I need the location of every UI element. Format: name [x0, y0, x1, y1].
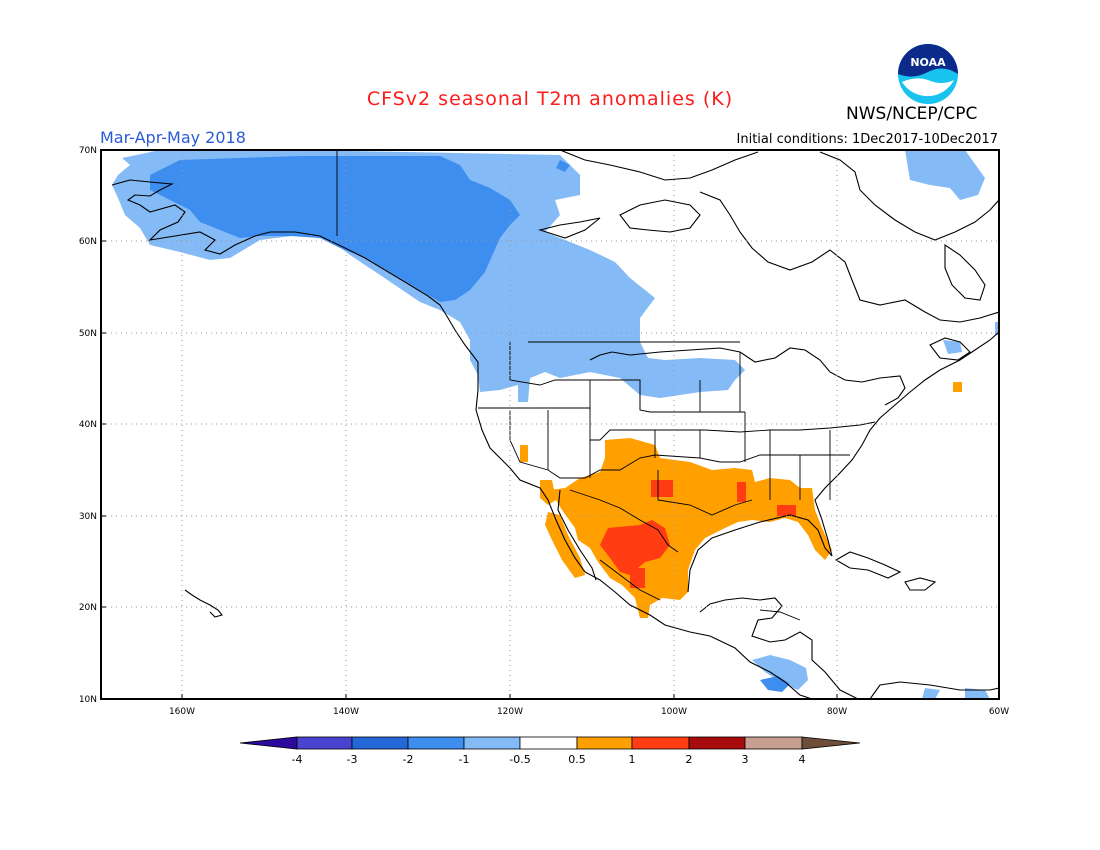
colorbar-box	[296, 736, 353, 750]
colorbar-arrow-left	[239, 736, 298, 750]
lat-label: 10N	[79, 695, 97, 705]
colorbar-tick-label: 2	[686, 753, 693, 766]
colorbar-tick-label: 1	[629, 753, 636, 766]
colorbar-tick-label: -4	[292, 753, 303, 766]
colorbar-tick-label: -1	[459, 753, 470, 766]
lon-label: 160W	[169, 707, 195, 717]
axis-ticks	[101, 149, 1000, 700]
lon-label: 60W	[989, 707, 1009, 717]
noaa-logo: NOAA	[898, 44, 958, 104]
lon-labels: 160W 140W 120W 100W 80W 60W	[169, 707, 1009, 717]
colorbar-box	[576, 736, 633, 750]
lon-label: 140W	[333, 707, 359, 717]
forecast-period: Mar-Apr-May 2018	[100, 128, 246, 147]
lon-label: 80W	[827, 707, 847, 717]
coastlines	[111, 150, 999, 699]
colorbar-tick-label: 4	[799, 753, 806, 766]
colorbar-tick-label: -0.5	[509, 753, 530, 766]
initial-conditions: Initial conditions: 1Dec2017-10Dec2017	[736, 132, 998, 147]
colorbar-tick-label: 3	[742, 753, 749, 766]
lon-label: 120W	[497, 707, 523, 717]
lat-labels: 70N 60N 50N 40N 30N 20N 10N	[79, 146, 97, 705]
colorbar-box	[351, 736, 409, 750]
colorbar-box	[407, 736, 465, 750]
colorbar-tick-label: 0.5	[568, 753, 586, 766]
chart-title: CFSv2 seasonal T2m anomalies (K)	[366, 88, 734, 110]
map-body	[101, 150, 999, 699]
cold-region-medium	[150, 156, 790, 692]
colorbar-tick-label: -3	[347, 753, 358, 766]
colorbar-box	[519, 736, 578, 750]
lat-label: 20N	[79, 603, 97, 613]
colorbar-box	[631, 736, 690, 750]
warm-region-red	[600, 480, 796, 588]
state-borders	[336, 150, 876, 621]
lat-label: 70N	[79, 146, 97, 156]
colorbar-box	[463, 736, 521, 750]
lat-label: 60N	[79, 237, 97, 247]
colorbar-box	[744, 736, 803, 750]
lon-label: 100W	[661, 707, 687, 717]
colorbar-labels: -4 -3 -2 -1 -0.5 0.5 1 2 3 4	[292, 753, 806, 766]
agency-label: NWS/NCEP/CPC	[846, 104, 978, 124]
colorbar-boxes	[239, 736, 861, 750]
colorbar-arrow-right	[801, 736, 861, 750]
colorbar-box	[688, 736, 746, 750]
lat-label: 30N	[79, 512, 97, 522]
colorbar-tick-label: -2	[403, 753, 414, 766]
noaa-logo-text: NOAA	[910, 56, 946, 69]
lat-label: 40N	[79, 420, 97, 430]
lat-label: 50N	[79, 329, 97, 339]
